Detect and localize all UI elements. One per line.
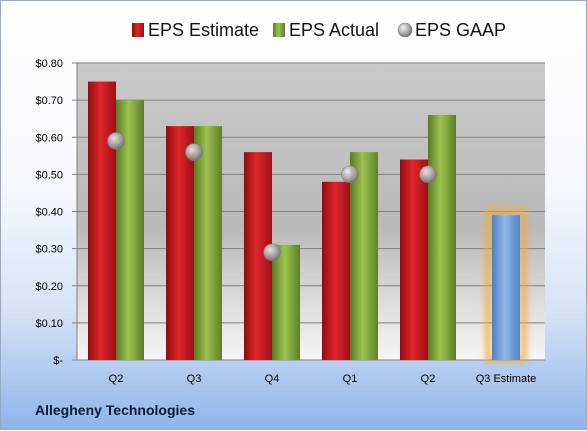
legend-label: EPS GAAP: [415, 20, 506, 40]
dot-eps-gaap: [419, 165, 437, 184]
legend-label: EPS Actual: [289, 20, 379, 40]
y-tick-label: $0.10: [35, 318, 63, 330]
y-tick-label: $0.30: [35, 244, 63, 256]
x-tick-label: Q3 Estimate: [476, 373, 537, 385]
bar-eps-estimate: [88, 81, 116, 360]
y-tick-label: $0.70: [35, 95, 63, 107]
bar-eps-estimate: [400, 159, 428, 360]
legend-marker-eps-actual: [273, 23, 285, 37]
y-tick-label: $0.60: [35, 132, 63, 144]
legend-marker-eps-gaap: [397, 22, 413, 38]
bar-eps-estimate: [322, 181, 350, 360]
y-tick-label: $-: [53, 355, 63, 367]
bar-eps-estimate: [166, 126, 194, 360]
dot-eps-gaap: [263, 243, 281, 262]
x-tick-label: Q2: [421, 373, 436, 385]
bar-eps-actual: [350, 152, 378, 360]
legend-marker-eps-estimate: [132, 23, 144, 37]
x-tick-label: Q3: [187, 373, 202, 385]
x-tick-label: Q4: [265, 373, 280, 385]
x-tick-label: Q2: [109, 373, 124, 385]
bar-eps-actual-estimate: [492, 215, 520, 360]
bar-eps-actual: [194, 126, 222, 360]
y-tick-label: $0.40: [35, 207, 63, 219]
company-name: Allegheny Technologies: [35, 402, 195, 418]
y-tick-label: $0.50: [35, 169, 63, 181]
legend-label: EPS Estimate: [148, 20, 259, 40]
bar-eps-actual: [428, 114, 456, 360]
bar-eps-actual: [272, 244, 300, 360]
dot-eps-gaap: [341, 165, 359, 184]
y-tick-label: $0.20: [35, 281, 63, 293]
dot-eps-gaap: [185, 143, 203, 161]
dot-eps-gaap: [107, 132, 125, 150]
x-tick-label: Q1: [343, 373, 358, 385]
y-tick-label: $0.80: [35, 58, 63, 70]
